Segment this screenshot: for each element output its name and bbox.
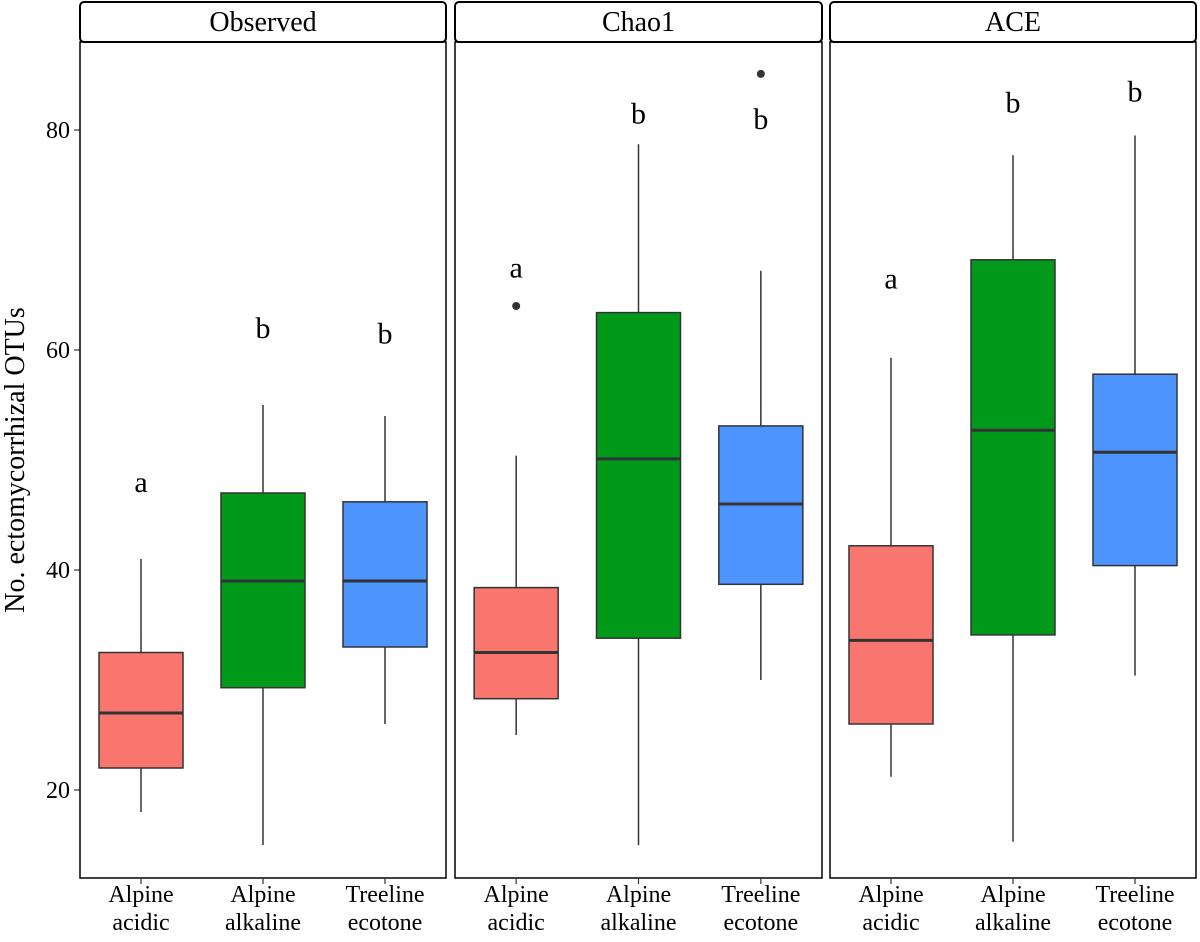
significance-letter: a bbox=[134, 466, 147, 499]
box-alpine-alkaline bbox=[220, 492, 306, 689]
y-tick-label: 20 bbox=[46, 778, 70, 804]
y-tick-label: 80 bbox=[46, 118, 70, 144]
significance-letter: b bbox=[753, 103, 768, 136]
x-tick-label-line2: acidic bbox=[862, 910, 919, 936]
significance-letter: b bbox=[256, 312, 271, 345]
x-tick-label-line2: ecotone bbox=[348, 910, 423, 936]
x-tick-label-line1: Alpine bbox=[858, 882, 923, 908]
box-treeline-ecotone bbox=[1092, 373, 1178, 567]
outlier-point bbox=[756, 69, 765, 78]
y-tick-label: 60 bbox=[46, 338, 70, 364]
facet-title: ACE bbox=[985, 7, 1041, 38]
x-tick-label-line1: Treeline bbox=[345, 882, 424, 908]
x-tick-label-line1: Treeline bbox=[1095, 882, 1174, 908]
significance-letter: b bbox=[1128, 76, 1143, 109]
box-alpine-alkaline bbox=[970, 259, 1056, 636]
x-tick-label-line2: ecotone bbox=[1098, 910, 1173, 936]
x-tick-label-line1: Alpine bbox=[484, 882, 549, 908]
facet-title: Chao1 bbox=[602, 7, 675, 38]
x-tick-label-line1: Alpine bbox=[980, 882, 1045, 908]
significance-letter: b bbox=[378, 318, 393, 351]
box-treeline-ecotone bbox=[342, 501, 428, 648]
significance-letter: a bbox=[884, 263, 897, 296]
box-alpine-acidic bbox=[848, 545, 934, 725]
facet-title: Observed bbox=[209, 7, 316, 38]
y-tick-label: 40 bbox=[46, 558, 70, 584]
significance-letter: b bbox=[631, 98, 646, 131]
x-tick-label-line1: Alpine bbox=[108, 882, 173, 908]
box-alpine-acidic bbox=[98, 651, 184, 769]
box-alpine-acidic bbox=[473, 586, 559, 700]
x-tick-label-line2: alkaline bbox=[975, 910, 1051, 936]
x-tick-label-line2: acidic bbox=[488, 910, 545, 936]
x-tick-label-line2: alkaline bbox=[601, 910, 677, 936]
x-tick-label-line2: alkaline bbox=[225, 910, 301, 936]
outlier-point bbox=[512, 302, 521, 310]
x-tick-label-line2: ecotone bbox=[724, 910, 799, 936]
x-tick-label-line1: Alpine bbox=[606, 882, 671, 908]
box-alpine-alkaline bbox=[595, 311, 682, 639]
significance-letter: b bbox=[1006, 87, 1021, 120]
x-tick-label-line1: Treeline bbox=[721, 882, 800, 908]
significance-letter: a bbox=[510, 252, 523, 285]
x-tick-label-line1: Alpine bbox=[230, 882, 295, 908]
y-axis-label: No. ectomycorrhizal OTUs bbox=[0, 307, 31, 613]
x-tick-label-line2: acidic bbox=[112, 910, 169, 936]
